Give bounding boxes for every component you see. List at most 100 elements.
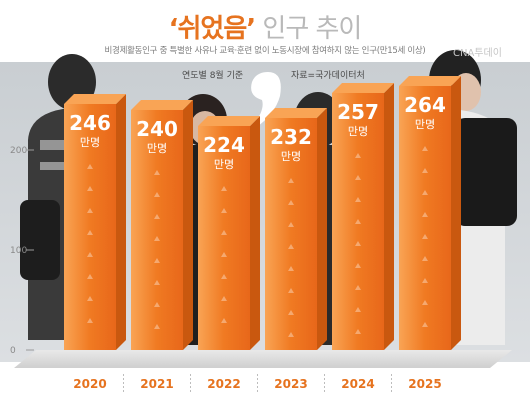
bar-arrow-decor bbox=[154, 236, 160, 241]
unit-label: 만명 bbox=[281, 150, 301, 163]
bar-arrow-decor bbox=[288, 266, 294, 271]
bar-front bbox=[399, 86, 451, 350]
bar-arrow-decor bbox=[288, 288, 294, 293]
bar-top bbox=[198, 116, 260, 126]
value-label: 246 bbox=[69, 111, 111, 135]
value-label: 224 bbox=[203, 133, 245, 157]
unit-label: 만명 bbox=[214, 158, 234, 171]
bar-arrow-decor bbox=[288, 332, 294, 337]
bar-side bbox=[451, 76, 461, 350]
bar-side bbox=[116, 94, 126, 350]
bar-arrow-decor bbox=[355, 153, 361, 158]
bar-arrow-decor bbox=[355, 329, 361, 334]
unit-label: 만명 bbox=[80, 136, 100, 149]
bar-top bbox=[64, 94, 126, 104]
y-axis: 0 100 200 bbox=[10, 146, 34, 356]
bar-arrow-decor bbox=[422, 190, 428, 195]
source-note: 자료=국가데이터처 bbox=[291, 71, 365, 81]
bar-front bbox=[64, 104, 116, 350]
bar-side bbox=[384, 83, 394, 350]
bar-arrow-decor bbox=[154, 192, 160, 197]
bar-arrow-decor bbox=[355, 241, 361, 246]
bar-arrow-decor bbox=[154, 170, 160, 175]
bar-arrow-decor bbox=[154, 324, 160, 329]
chart-title: ‘쉬었음’ 인구 추이 bbox=[0, 8, 530, 45]
bar-side bbox=[250, 116, 260, 350]
x-tick-label: 2021 bbox=[140, 377, 173, 391]
bar-arrow-decor bbox=[154, 280, 160, 285]
bar-top bbox=[265, 108, 327, 118]
unit-label: 만명 bbox=[348, 125, 368, 138]
unit-label: 만명 bbox=[147, 142, 167, 155]
bar-arrow-decor bbox=[87, 318, 93, 323]
bar-arrow-decor bbox=[221, 274, 227, 279]
bar-arrow-decor bbox=[221, 252, 227, 257]
bar-top bbox=[131, 100, 193, 110]
bar-arrow-decor bbox=[355, 175, 361, 180]
bar-arrow-decor bbox=[87, 252, 93, 257]
bar-arrow-decor bbox=[355, 307, 361, 312]
title-highlight: ‘쉬었음’ bbox=[168, 14, 257, 44]
x-axis: 2020 2021 2022 2023 2024 2025 bbox=[73, 374, 442, 392]
bar-front bbox=[265, 118, 317, 350]
bar-arrow-decor bbox=[221, 186, 227, 191]
bar-side bbox=[317, 108, 327, 350]
bar-arrow-decor bbox=[87, 186, 93, 191]
watermark-logo: CNA투데이 bbox=[453, 48, 502, 59]
bar-arrow-decor bbox=[221, 296, 227, 301]
bar-arrow-decor bbox=[422, 168, 428, 173]
bar-front bbox=[332, 93, 384, 350]
title-rest: 인구 추이 bbox=[255, 14, 362, 44]
bar-arrow-decor bbox=[221, 208, 227, 213]
x-tick-label: 2022 bbox=[207, 377, 240, 391]
value-label: 257 bbox=[337, 100, 379, 124]
bar-top bbox=[399, 76, 461, 86]
bar-arrow-decor bbox=[355, 219, 361, 224]
bar-arrow-decor bbox=[422, 278, 428, 283]
bar-arrow-decor bbox=[422, 300, 428, 305]
value-label: 240 bbox=[136, 117, 178, 141]
y-tick-label: 200 bbox=[10, 146, 27, 156]
bar-arrow-decor bbox=[87, 164, 93, 169]
x-tick-label: 2025 bbox=[408, 377, 441, 391]
basis-note: 연도별 8월 기준 bbox=[182, 71, 244, 81]
bar-arrow-decor bbox=[87, 230, 93, 235]
y-tick-label: 100 bbox=[10, 246, 27, 256]
unit-label: 만명 bbox=[415, 118, 435, 131]
bar-arrow-decor bbox=[288, 310, 294, 315]
x-tick-label: 2020 bbox=[73, 377, 106, 391]
x-tick-label: 2024 bbox=[341, 377, 374, 391]
bar-arrow-decor bbox=[221, 318, 227, 323]
y-tick-label: 0 bbox=[10, 346, 16, 356]
bar-arrow-decor bbox=[288, 200, 294, 205]
bar-arrow-decor bbox=[355, 263, 361, 268]
chart-subtitle: 비경제활동인구 중 특별한 사유나 교육·훈련 없이 노동시장에 참여하지 않는… bbox=[104, 46, 426, 56]
bar-arrow-decor bbox=[221, 230, 227, 235]
chart-floor bbox=[14, 350, 512, 368]
value-label: 232 bbox=[270, 125, 312, 149]
bar-arrow-decor bbox=[288, 244, 294, 249]
bar-arrow-decor bbox=[355, 197, 361, 202]
bar-front bbox=[131, 110, 183, 350]
bar-top bbox=[332, 83, 394, 93]
bar-side bbox=[183, 100, 193, 350]
bar-arrow-decor bbox=[87, 274, 93, 279]
bar-arrow-decor bbox=[288, 178, 294, 183]
bar-arrow-decor bbox=[422, 256, 428, 261]
bar-arrow-decor bbox=[154, 214, 160, 219]
bar-arrow-decor bbox=[422, 322, 428, 327]
value-label: 264 bbox=[404, 93, 446, 117]
bar-arrow-decor bbox=[154, 258, 160, 263]
bar-arrow-decor bbox=[422, 146, 428, 151]
bar-arrow-decor bbox=[288, 222, 294, 227]
bar-arrow-decor bbox=[355, 285, 361, 290]
x-tick-label: 2023 bbox=[274, 377, 307, 391]
